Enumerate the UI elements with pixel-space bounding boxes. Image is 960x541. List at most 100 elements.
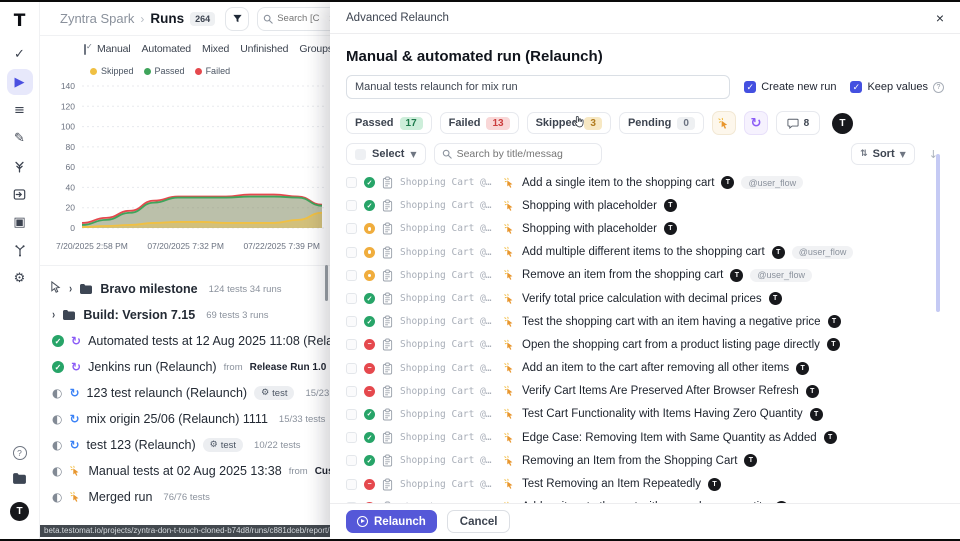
relaunch-label: Relaunch <box>374 515 426 528</box>
row-checkbox[interactable] <box>346 316 357 328</box>
assignee-avatar[interactable]: T <box>831 112 853 134</box>
gear-icon: ⚙ <box>209 440 218 450</box>
sort-dropdown[interactable]: ⇅ Sort ▼ <box>851 143 915 165</box>
test-row[interactable]: ✓ Shopping Cart @… Edge Case: Removing Ite… <box>346 426 960 449</box>
tree-row[interactable]: ✓ ↻ Jenkins run (Relaunch) from Release Run … <box>50 354 330 380</box>
analytics-icon[interactable] <box>7 153 33 179</box>
filter-pending[interactable]: Pending 0 <box>618 112 704 134</box>
tree-row[interactable]: ◐ Manual tests at 02 Aug 2025 13:38 from Cu… <box>50 458 330 484</box>
row-checkbox[interactable] <box>346 478 357 490</box>
help-tooltip-icon[interactable]: ? <box>933 81 944 93</box>
filter-skipped[interactable]: Skipped 3 <box>526 112 611 134</box>
tree-row[interactable]: ◐ ↻ 123 test relaunch (Relaunch) ⚙ test 15/23… <box>50 380 330 406</box>
tests-icon[interactable]: ✓ <box>14 46 25 62</box>
import-icon[interactable] <box>7 181 33 207</box>
test-row[interactable]: ✓ Shopping Cart @… Test Cart Functionality… <box>346 403 960 426</box>
select-runs-icon[interactable] <box>84 42 93 55</box>
checkbox-checked-icon[interactable]: ✓ <box>744 81 757 93</box>
test-row[interactable]: Shopping Cart @… Remove an item from the … <box>346 264 960 287</box>
tab-groups[interactable]: Groups <box>299 43 333 55</box>
comments-filter[interactable]: 8 <box>775 111 820 135</box>
test-row[interactable]: − Shopping Cart @… Verify Cart Items Are P… <box>346 380 960 403</box>
scroll-down-icon[interactable]: ↓ <box>928 147 938 161</box>
automated-tests-toggle[interactable]: ↻ <box>743 111 768 135</box>
test-row[interactable]: ✓ Shopping Cart @… Shopping with placehold… <box>346 194 960 217</box>
branches-icon[interactable] <box>7 237 33 263</box>
test-row[interactable]: − Shopping Cart @… Test Removing an Item R… <box>346 472 960 495</box>
test-row[interactable]: Shopping Cart @… Add multiple different i… <box>346 241 960 264</box>
filter-failed[interactable]: Failed 13 <box>439 112 519 134</box>
run-name-row: ✓ Create new run ✓ Keep values ? <box>346 75 944 99</box>
skipped-status-icon <box>364 223 375 235</box>
row-checkbox[interactable] <box>346 293 357 305</box>
passed-status-icon: ✓ <box>364 455 375 467</box>
cancel-button[interactable]: Cancel <box>446 510 511 533</box>
left-scrollbar[interactable] <box>325 265 328 301</box>
close-icon[interactable]: × <box>935 9 944 26</box>
svg-text:0: 0 <box>70 223 75 233</box>
passed-status-icon: ✓ <box>364 293 375 305</box>
status-filter-pills: Passed 17 Failed 13 Skipped 3 Pending 0 <box>346 112 704 134</box>
tree-row[interactable]: ◐ ↻ test 123 (Relaunch) ⚙ test 10/22 tests <box>50 432 330 458</box>
chevron-right-icon[interactable]: › <box>69 282 73 296</box>
row-checkbox[interactable] <box>346 362 357 374</box>
breadcrumb-page[interactable]: Runs <box>150 11 185 26</box>
select-all-checkbox[interactable] <box>355 148 366 160</box>
help-icon[interactable]: ? <box>12 446 27 460</box>
checkbox-checked-icon[interactable]: ✓ <box>850 81 863 93</box>
test-row[interactable]: ✓ Shopping Cart @… Test the shopping cart … <box>346 310 960 333</box>
create-new-run-checkbox[interactable]: ✓ Create new run <box>744 81 836 93</box>
row-checkbox[interactable] <box>346 408 357 420</box>
row-checkbox[interactable] <box>346 223 357 235</box>
row-checkbox[interactable] <box>346 432 357 444</box>
legend-item: Skipped <box>90 66 134 76</box>
keep-values-checkbox[interactable]: ✓ Keep values ? <box>850 81 944 93</box>
tree-row[interactable]: ✓ ↻ Automated tests at 12 Aug 2025 11:08 (… <box>50 328 330 354</box>
clipboard-icon <box>382 478 393 491</box>
row-checkbox[interactable] <box>346 177 357 189</box>
media-icon[interactable]: ▣ <box>13 214 26 230</box>
filter-passed[interactable]: Passed 17 <box>346 112 432 134</box>
edit-icon[interactable]: ✎ <box>14 130 25 146</box>
tree-row[interactable]: › Bravo milestone 124 tests 34 runs <box>50 276 330 302</box>
row-checkbox[interactable] <box>346 385 357 397</box>
test-row[interactable]: ✓ Shopping Cart @… Add a single item to th… <box>346 171 960 194</box>
test-row[interactable]: − Shopping Cart @… Add an item to the cart… <box>346 357 960 380</box>
from-label: from <box>223 361 243 373</box>
manual-tests-toggle[interactable] <box>711 111 736 135</box>
row-checkbox[interactable] <box>346 246 357 258</box>
row-checkbox[interactable] <box>346 269 357 281</box>
test-tag-badge: @user_flow <box>791 245 854 259</box>
row-checkbox[interactable] <box>346 455 357 467</box>
tests-search[interactable] <box>433 143 602 165</box>
tab-unfinished[interactable]: Unfinished <box>240 43 289 55</box>
relaunch-button[interactable]: Relaunch <box>346 510 437 533</box>
tests-search-input[interactable] <box>456 148 594 160</box>
runs-icon[interactable]: ▶ <box>6 69 33 95</box>
chevron-right-icon[interactable]: › <box>52 308 56 322</box>
test-row[interactable]: − Shopping Cart @… Open the shopping cart … <box>346 333 960 356</box>
test-row[interactable]: Shopping Cart @… Shopping with placeholde… <box>346 217 960 240</box>
row-checkbox[interactable] <box>346 200 357 212</box>
tree-row[interactable]: ◐ Merged run 76/76 tests <box>50 484 330 510</box>
modal-scrollbar[interactable] <box>936 154 940 312</box>
settings-icon[interactable]: ⚙ <box>13 270 26 286</box>
runs-search-input[interactable] <box>277 13 326 24</box>
user-avatar[interactable]: T <box>10 502 29 521</box>
projects-icon[interactable] <box>12 472 27 490</box>
select-dropdown[interactable]: Select ▼ <box>346 143 426 165</box>
run-name-input[interactable] <box>346 75 731 99</box>
tree-row[interactable]: › Build: Version 7.15 69 tests 3 runs <box>50 302 330 328</box>
breadcrumb-project[interactable]: Zyntra Spark <box>60 11 135 26</box>
results-icon[interactable]: ≡ <box>14 102 25 118</box>
filter-button[interactable] <box>225 6 250 31</box>
test-row[interactable]: ✓ Shopping Cart @… Removing an Item from t… <box>346 449 960 472</box>
test-row[interactable]: ✓ Shopping Cart @… Verify total price calc… <box>346 287 960 310</box>
tab-automated[interactable]: Automated <box>141 43 192 55</box>
chart-x-labels: 7/20/2025 2:58 PM 07/20/2025 7:32 PM 07/22… <box>44 239 330 251</box>
tree-row[interactable]: ◐ ↻ mix origin 25/06 (Relaunch) 1111 15/33 … <box>50 406 330 432</box>
tab-manual[interactable]: Manual <box>97 43 131 55</box>
row-checkbox[interactable] <box>346 339 357 351</box>
test-avatar: T <box>771 245 785 259</box>
tab-mixed[interactable]: Mixed <box>201 43 230 55</box>
